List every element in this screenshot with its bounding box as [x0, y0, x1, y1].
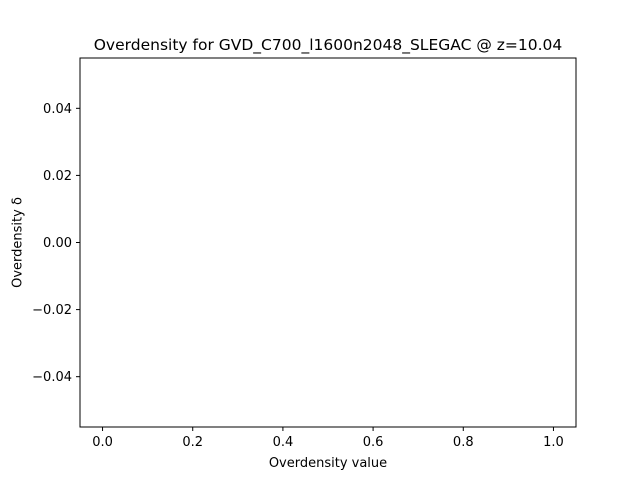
chart-title: Overdensity for GVD_C700_l1600n2048_SLEG…: [94, 36, 563, 55]
y-tick-label: 0.04: [43, 102, 72, 117]
y-axis-label: Overdensity δ: [11, 197, 26, 288]
y-tick-label: 0.00: [43, 236, 72, 251]
x-tick-label: 1.0: [543, 435, 564, 450]
x-axis-label: Overdensity value: [269, 456, 387, 471]
x-tick-label: 0.4: [273, 435, 294, 450]
x-tick-label: 0.2: [182, 435, 203, 450]
x-axis: 0.0 0.2 0.4 0.6 0.8 1.0: [92, 427, 564, 450]
y-tick-label: −0.02: [32, 303, 72, 318]
x-tick-label: 0.8: [453, 435, 474, 450]
y-tick-label: −0.04: [32, 370, 72, 385]
y-tick-label: 0.02: [43, 169, 72, 184]
y-axis: −0.04 −0.02 0.00 0.02 0.04: [32, 102, 80, 385]
x-tick-label: 0.6: [363, 435, 384, 450]
x-tick-label: 0.0: [92, 435, 113, 450]
